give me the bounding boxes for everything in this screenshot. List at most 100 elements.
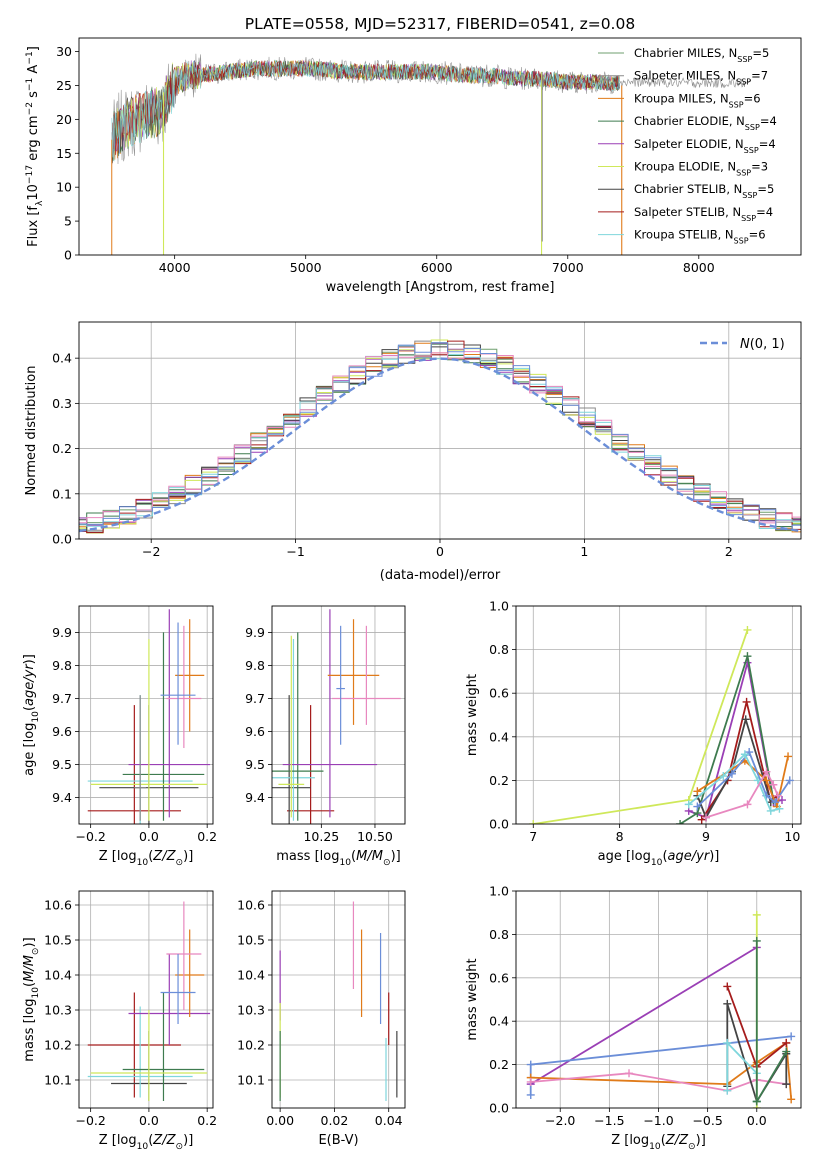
x-tick-label: 0.0 bbox=[139, 1113, 159, 1128]
panel-spectrum: 4000 5000 6000 7000 8000 0 5 10 15 20 25 30 waveleng… bbox=[25, 37, 802, 295]
plot-area bbox=[79, 339, 801, 534]
y-axis-label: Flux [fλ10−17 erg cm−2 s−1 A−1] bbox=[25, 46, 45, 247]
weight-point bbox=[787, 1032, 796, 1041]
axes-border bbox=[515, 605, 802, 825]
x-tick-label: 7 bbox=[529, 829, 537, 844]
weight-point bbox=[762, 767, 771, 776]
weight-point bbox=[782, 1080, 791, 1089]
y-tick-label: 10.4 bbox=[237, 968, 265, 983]
x-tick-label: −1 bbox=[286, 544, 304, 559]
panel-age_vs_mass: 10.25 10.50 9.4 9.5 9.6 9.7 9.8 9.9 mass [log10(… bbox=[245, 605, 406, 868]
panel-mass_vs_Z: −0.2 0.0 0.2 10.1 10.2 10.3 10.4 10.5 10.6 Z [log… bbox=[22, 890, 217, 1152]
x-axis-label: E(B-V) bbox=[318, 1133, 358, 1148]
subscript: SSP bbox=[741, 213, 756, 222]
weight-point bbox=[743, 800, 752, 809]
text-span: ( bbox=[22, 706, 37, 711]
y-tick-label: 10.2 bbox=[44, 1038, 72, 1053]
y-tick-label: 5 bbox=[64, 214, 72, 229]
plot-area bbox=[87, 901, 211, 1101]
text-span: mass [log bbox=[22, 999, 37, 1062]
weight-point bbox=[743, 625, 752, 634]
weight-point bbox=[723, 999, 732, 1008]
subscript: 10 bbox=[31, 987, 41, 999]
weight-point bbox=[740, 750, 749, 759]
text-span: =6 bbox=[744, 91, 761, 105]
text-span: =5 bbox=[752, 46, 769, 60]
text-span: =7 bbox=[751, 69, 768, 83]
x-tick-label: 10 bbox=[784, 829, 800, 844]
histogram-series bbox=[79, 342, 801, 530]
text-span: )] bbox=[709, 849, 719, 864]
y-tick-label: 0.3 bbox=[52, 396, 72, 411]
x-tick-label: 2 bbox=[725, 544, 733, 559]
y-tick-label: 9.6 bbox=[52, 724, 72, 739]
y-tick-label: 20 bbox=[56, 112, 72, 127]
weight-point bbox=[782, 1038, 791, 1047]
x-tick-label: 9 bbox=[702, 829, 710, 844]
text-span: (0, 1) bbox=[750, 337, 785, 352]
y-tick-label: 0.2 bbox=[52, 441, 72, 456]
legend-entry: Chabrier STELIB, NSSP=5 bbox=[634, 182, 774, 200]
legend-entry: Kroupa STELIB, NSSP=6 bbox=[634, 228, 766, 246]
x-tick-label: 0.2 bbox=[197, 829, 217, 844]
y-tick-label: 10.4 bbox=[44, 968, 72, 983]
weight-point bbox=[529, 820, 538, 824]
text-span: =6 bbox=[749, 228, 766, 242]
plot-area bbox=[111, 53, 751, 255]
text-span: )] bbox=[696, 1133, 706, 1148]
x-tick-label: 8000 bbox=[683, 260, 715, 275]
axes-frame: −2 −1 0 1 2 0.0 0.1 0.2 0.3 0.4 (data-model)/error… bbox=[24, 321, 802, 583]
legend-entry: Kroupa MILES, NSSP=6 bbox=[634, 91, 761, 109]
y-tick-label: 9.8 bbox=[245, 658, 265, 673]
x-tick-label: 0.0 bbox=[139, 829, 159, 844]
text-span: )] bbox=[22, 654, 37, 664]
subscript: 10 bbox=[137, 1142, 149, 1152]
y-tick-label: 0.4 bbox=[52, 351, 72, 366]
y-tick-label: 9.7 bbox=[52, 691, 72, 706]
y-tick-label: 9.8 bbox=[52, 658, 72, 673]
text-span: Z/Z bbox=[152, 1133, 176, 1148]
axes-frame: 10.25 10.50 9.4 9.5 9.6 9.7 9.8 9.9 mass [log10(… bbox=[245, 605, 406, 868]
subscript: 10 bbox=[649, 1142, 661, 1152]
figure-title: PLATE=0558, MJD=52317, FIBERID=0541, z=0… bbox=[245, 15, 635, 33]
text-span: Chabrier ELODIE, N bbox=[634, 114, 745, 128]
text-span: A bbox=[26, 65, 41, 78]
y-tick-label: 30 bbox=[56, 44, 72, 59]
panel-age_vs_Z: −0.2 0.0 0.29.49.59.69.79.89.9Z [log10(Z/Z… bbox=[22, 605, 217, 868]
y-tick-label: 0.2 bbox=[489, 773, 509, 788]
text-span: age/yr bbox=[668, 849, 711, 864]
text-span: age [log bbox=[598, 849, 651, 864]
spectrum-line bbox=[111, 60, 620, 157]
weight-point bbox=[526, 1090, 535, 1099]
x-tick-label: 10.25 bbox=[303, 829, 339, 844]
x-tick-label: 0.00 bbox=[266, 1113, 294, 1128]
y-tick-label: 0.6 bbox=[489, 686, 509, 701]
text-span: N bbox=[740, 337, 750, 352]
y-tick-label: 0.0 bbox=[489, 817, 509, 832]
x-tick-label: 8 bbox=[616, 829, 624, 844]
superscript: −1 bbox=[25, 51, 35, 64]
y-tick-label: 1.0 bbox=[489, 599, 509, 614]
panel-mass_vs_ebv: 0.00 0.02 0.04 10.1 10.2 10.3 10.4 10.5 10.6 E(B-… bbox=[237, 890, 406, 1148]
weight-point bbox=[625, 1069, 634, 1078]
weight-point bbox=[526, 1077, 535, 1086]
superscript: −2 bbox=[25, 102, 35, 115]
text-span: ] bbox=[26, 46, 41, 51]
subscript: SSP bbox=[734, 236, 749, 245]
weight-point bbox=[752, 936, 761, 945]
x-tick-label: 0 bbox=[436, 544, 444, 559]
y-tick-label: 0.6 bbox=[489, 970, 509, 985]
weight-point bbox=[785, 776, 794, 785]
text-span: Kroupa ELODIE, N bbox=[634, 160, 736, 174]
text-span: Kroupa MILES, N bbox=[634, 91, 729, 105]
weight-point bbox=[743, 652, 752, 661]
y-tick-label: 10.5 bbox=[237, 933, 265, 948]
x-axis-label: (data-model)/error bbox=[380, 568, 501, 583]
text-span: Z/Z bbox=[152, 849, 176, 864]
y-tick-label: 9.5 bbox=[245, 757, 265, 772]
y-tick-label: 9.7 bbox=[245, 691, 265, 706]
x-tick-label: −0.2 bbox=[75, 829, 105, 844]
